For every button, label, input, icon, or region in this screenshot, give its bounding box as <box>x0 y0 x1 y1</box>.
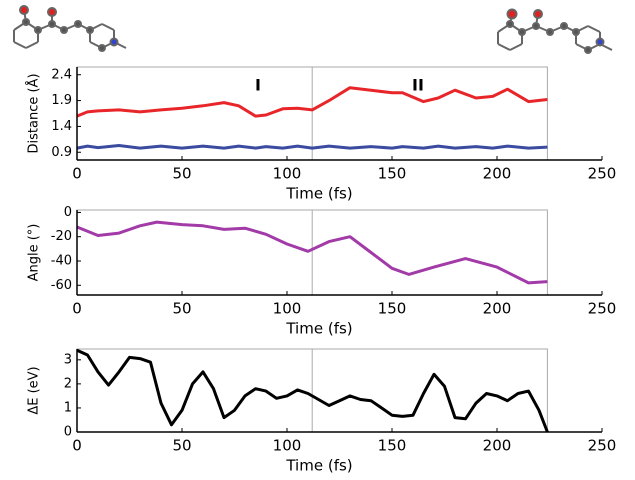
y-tick-label: 0.9 <box>51 145 72 160</box>
figure: 0501001502002502.41.91.40.9Time (fs)Dist… <box>0 0 635 480</box>
y-tick-label: -40 <box>51 254 72 269</box>
y-tick-label: 1 <box>64 400 72 415</box>
y-tick-label: 0 <box>64 205 72 220</box>
x-axis-label: Time (fs) <box>285 457 352 475</box>
x-tick-label: 100 <box>273 300 302 318</box>
y-tick-label: 1.9 <box>51 93 72 108</box>
phase-label: I <box>255 76 261 95</box>
x-tick-label: 150 <box>378 300 407 318</box>
x-tick-label: 200 <box>483 437 512 455</box>
x-tick-label: 0 <box>72 165 82 183</box>
y-axis-label: ΔE (eV) <box>27 366 42 414</box>
x-axis-label: Time (fs) <box>285 320 352 338</box>
x-tick-label: 50 <box>172 437 191 455</box>
x-tick-label: 50 <box>172 165 191 183</box>
x-tick-label: 200 <box>483 300 512 318</box>
x-tick-label: 250 <box>588 165 617 183</box>
x-tick-label: 0 <box>72 300 82 318</box>
x-tick-label: 150 <box>378 165 407 183</box>
molecule-right <box>498 10 612 54</box>
x-tick-label: 100 <box>273 437 302 455</box>
x-tick-label: 0 <box>72 437 82 455</box>
x-tick-label: 250 <box>588 300 617 318</box>
x-tick-label: 250 <box>588 437 617 455</box>
x-tick-label: 50 <box>172 300 191 318</box>
y-tick-label: 2 <box>64 376 72 391</box>
molecule-left <box>14 6 126 51</box>
y-tick-label: 3 <box>64 352 72 367</box>
phase-label: II <box>412 76 424 95</box>
y-tick-label: 2.4 <box>51 67 72 82</box>
y-tick-label: 0 <box>64 425 72 440</box>
x-tick-label: 100 <box>273 165 302 183</box>
y-tick-label: -60 <box>51 278 72 293</box>
x-tick-label: 150 <box>378 437 407 455</box>
y-axis-label: Angle (°) <box>27 224 42 282</box>
x-tick-label: 200 <box>483 165 512 183</box>
y-tick-label: -20 <box>51 229 72 244</box>
y-axis-label: Distance (Å) <box>26 73 42 153</box>
x-axis-label: Time (fs) <box>285 185 352 203</box>
y-tick-label: 1.4 <box>51 119 72 134</box>
